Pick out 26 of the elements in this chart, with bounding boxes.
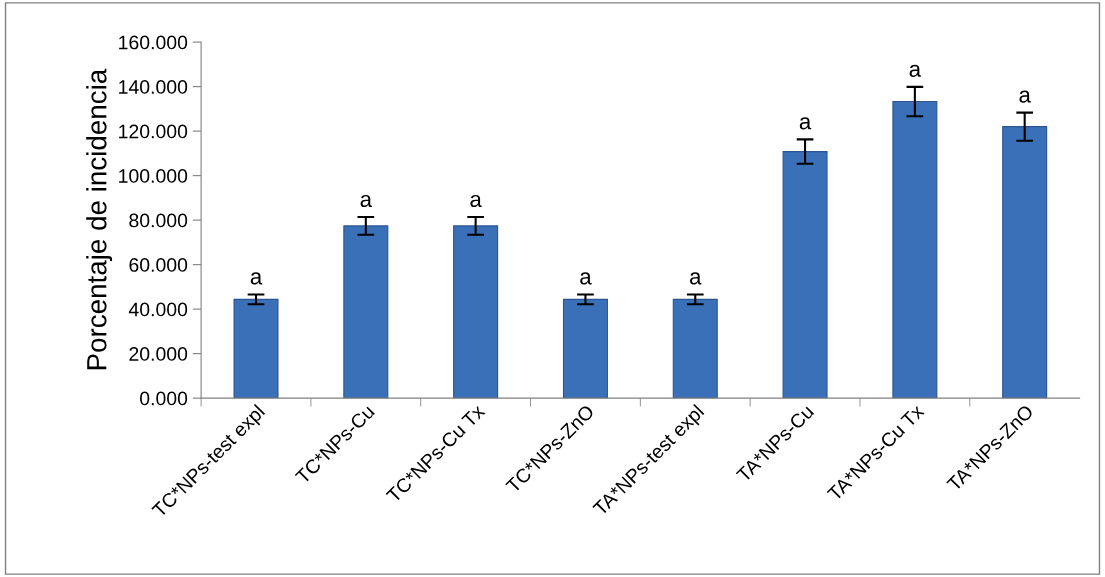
data-label: a — [470, 194, 482, 208]
data-label: a — [909, 64, 922, 77]
y-axis-title: Porcentaje de incidencia — [86, 68, 113, 370]
y-tick-label: 0.000 — [140, 391, 188, 406]
bar — [782, 151, 828, 399]
y-tick-label: 100.000 — [119, 169, 188, 183]
bar — [233, 298, 279, 399]
y-tick-label: 80.000 — [129, 213, 188, 228]
bar — [453, 225, 499, 399]
data-label: a — [360, 194, 372, 208]
data-label: a — [1019, 90, 1031, 103]
y-tick-label: 20.000 — [129, 347, 188, 361]
bar — [1002, 126, 1048, 399]
y-tick-label: 120.000 — [119, 124, 188, 139]
data-label: a — [690, 272, 702, 285]
data-label: a — [250, 272, 263, 285]
data-label: a — [799, 117, 812, 130]
y-tick-label: 160.000 — [119, 35, 188, 50]
y-tick-label: 60.000 — [129, 258, 188, 272]
y-tick-label: 40.000 — [128, 302, 188, 317]
bar — [343, 225, 389, 399]
bar — [672, 298, 718, 399]
bar — [562, 298, 608, 399]
y-tick-label: 140.000 — [119, 80, 188, 94]
data-label: a — [580, 272, 592, 285]
bar — [892, 100, 938, 399]
